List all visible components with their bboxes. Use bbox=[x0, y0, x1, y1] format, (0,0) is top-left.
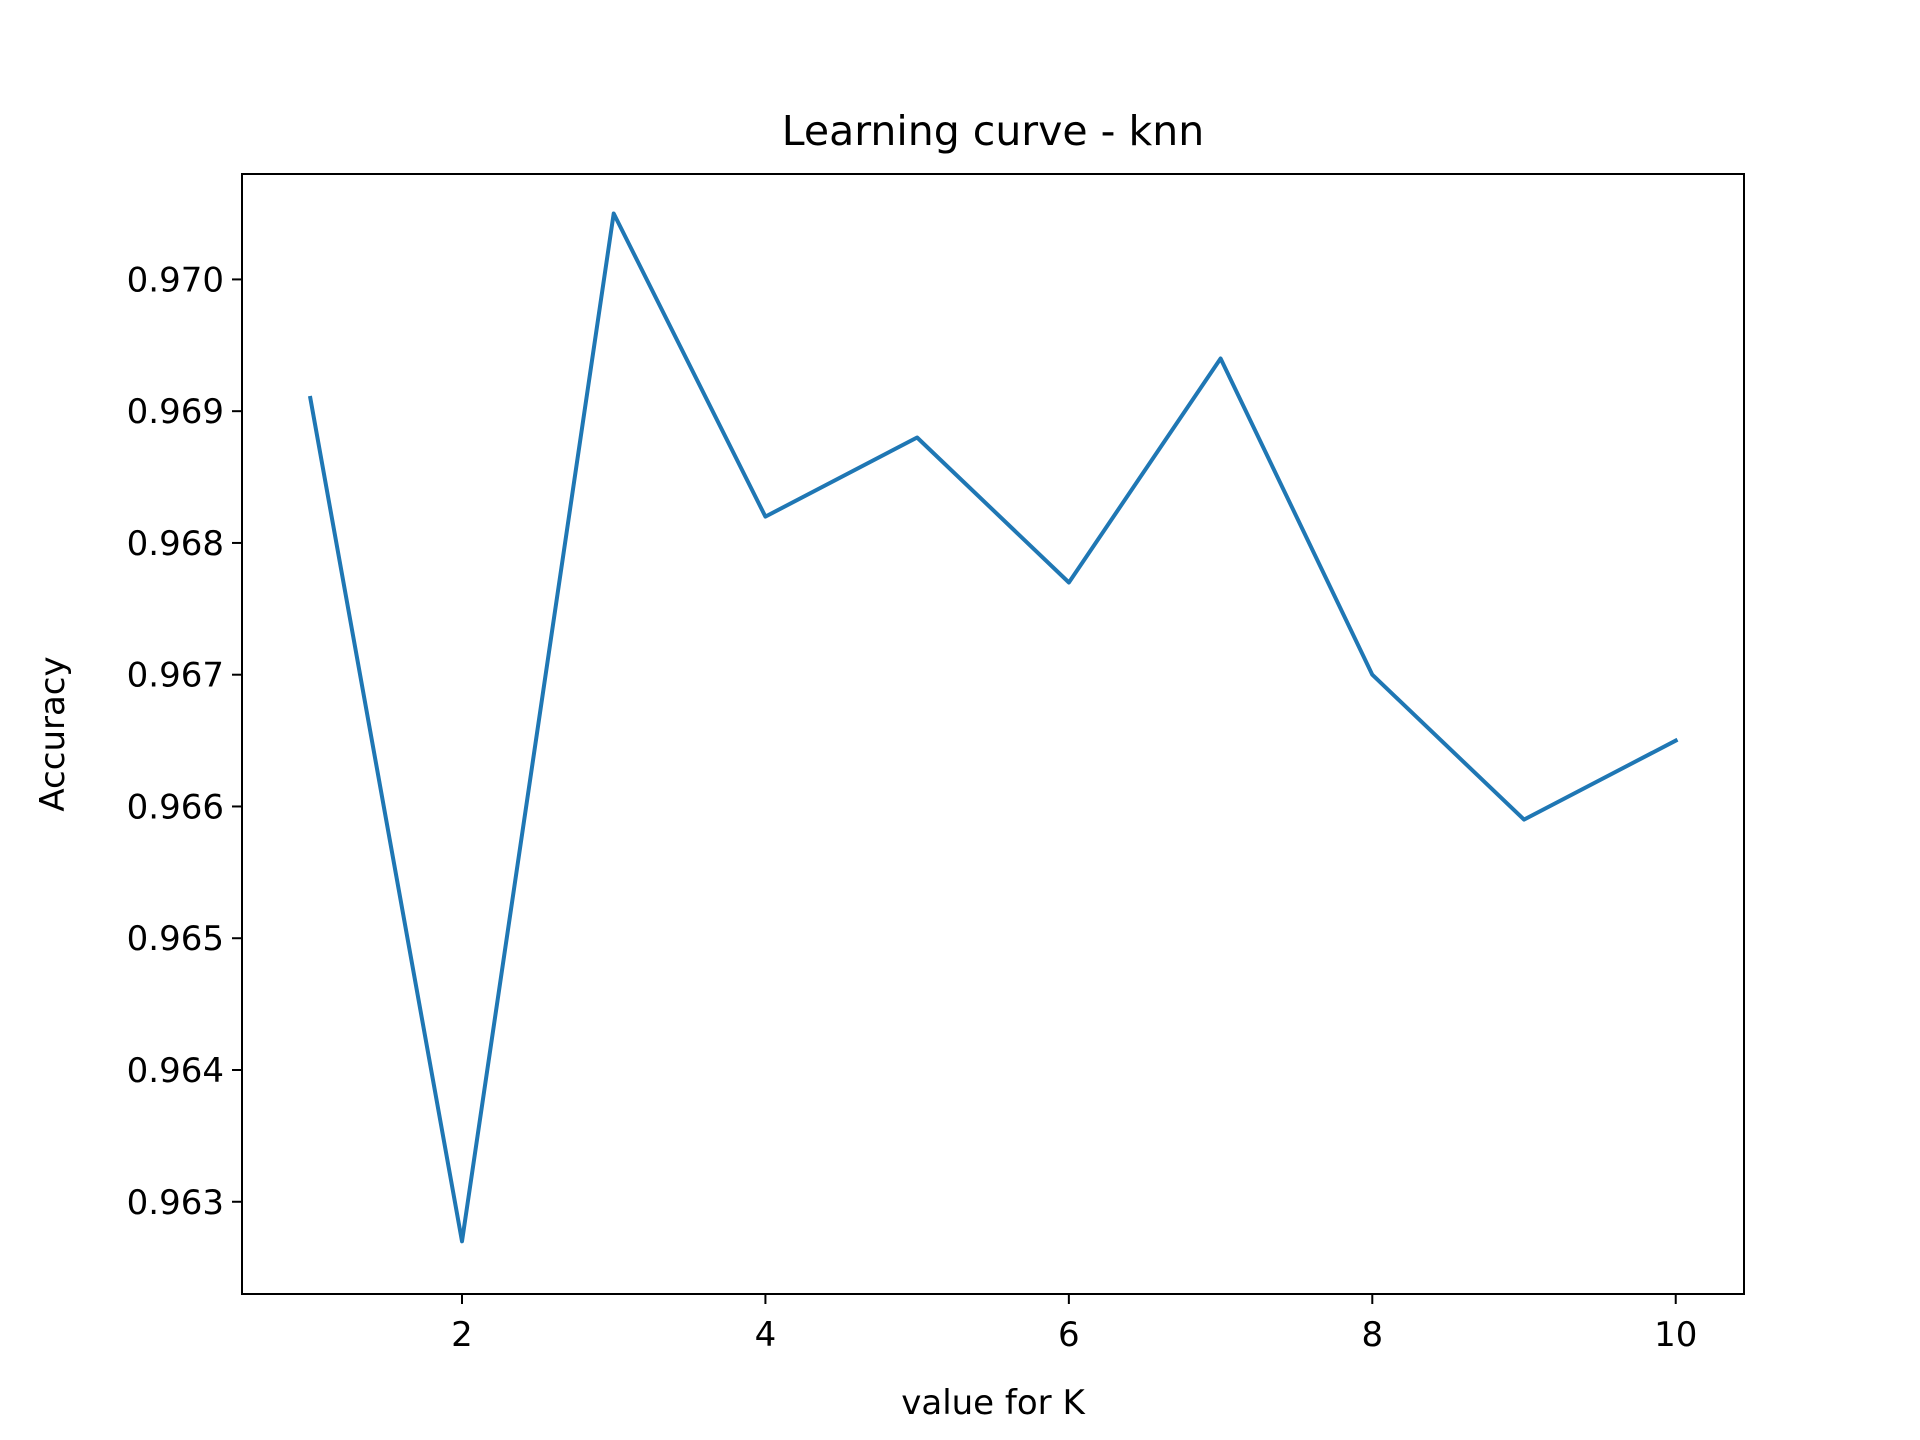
series-layer bbox=[307, 211, 1679, 1244]
y-tick-label: 0.969 bbox=[127, 392, 224, 432]
y-tick-label: 0.963 bbox=[127, 1183, 224, 1223]
y-tick-label: 0.970 bbox=[127, 260, 224, 300]
x-tick-label: 2 bbox=[451, 1315, 473, 1355]
y-axis-label: Accuracy bbox=[33, 656, 73, 811]
series-line bbox=[307, 211, 1679, 1244]
chart-title: Learning curve - knn bbox=[782, 107, 1204, 155]
x-tick-label: 6 bbox=[1058, 1315, 1080, 1355]
plot-frame bbox=[241, 173, 1745, 1295]
x-tick-label: 4 bbox=[755, 1315, 777, 1355]
x-axis-label: value for K bbox=[901, 1383, 1086, 1423]
x-axis-ticks: 2 4 6 8 10 bbox=[451, 1294, 1697, 1355]
x-tick-label: 8 bbox=[1361, 1315, 1383, 1355]
y-axis-ticks: 0.963 0.964 0.965 0.966 0.967 0.968 0.969 0.970 bbox=[127, 260, 242, 1223]
y-tick-label: 0.964 bbox=[127, 1051, 224, 1091]
y-tick-label: 0.966 bbox=[127, 787, 224, 827]
y-tick-label: 0.967 bbox=[127, 656, 224, 696]
x-tick-label: 10 bbox=[1654, 1315, 1697, 1355]
y-tick-label: 0.968 bbox=[127, 524, 224, 564]
y-tick-label: 0.965 bbox=[127, 919, 224, 959]
